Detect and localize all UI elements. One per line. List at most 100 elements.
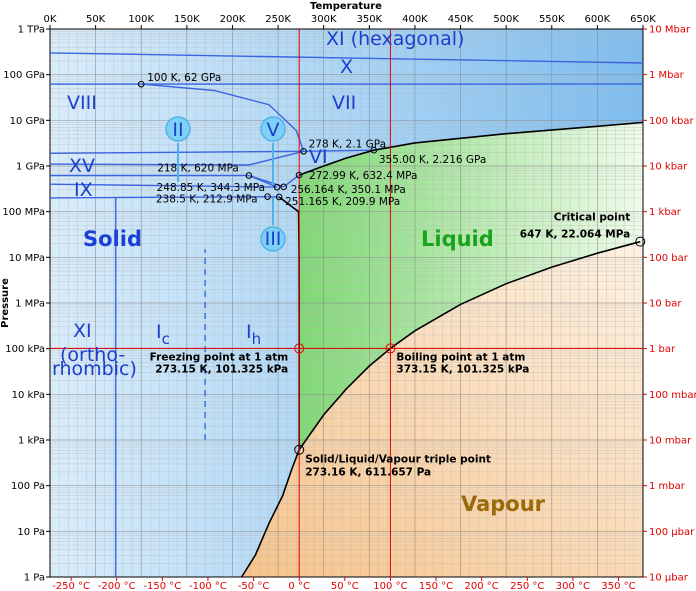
point-marker bbox=[275, 193, 283, 201]
point-marker bbox=[385, 343, 396, 354]
xi-ii-boundary bbox=[50, 196, 268, 199]
x-bottom-tick-label: 350 °C bbox=[601, 581, 635, 591]
x-top-tick-label: 450K bbox=[448, 14, 474, 25]
x-top-tick-label: 150K bbox=[174, 14, 200, 25]
y-left-tick-label: 10 Pa bbox=[17, 527, 45, 538]
liquid-region bbox=[298, 122, 643, 450]
point-label: 273.16 K, 611.657 Pa bbox=[305, 467, 431, 479]
ice-ih-label: Ih bbox=[246, 321, 261, 348]
ice-xi-ortho-sub1: (ortho- bbox=[60, 344, 125, 366]
point-label: 248.85 K, 344.3 MPa bbox=[157, 182, 265, 194]
liquid-vii-curve bbox=[373, 121, 643, 151]
point-name: Freezing point at 1 atm bbox=[150, 351, 289, 363]
ice-v-label: V bbox=[267, 119, 280, 141]
y-left-tick-label: 1 TPa bbox=[18, 25, 45, 36]
y-right-tick-label: 100 μbar bbox=[649, 527, 695, 538]
x-bottom-tick-label: 0 °C bbox=[288, 581, 310, 591]
x-top-tick-label: 550K bbox=[539, 14, 565, 25]
point-marker bbox=[294, 444, 305, 455]
y-left-tick-label: 10 GPa bbox=[10, 116, 45, 127]
y-right-tick-label: 10 μbar bbox=[649, 573, 689, 584]
point-name: Critical point bbox=[554, 212, 631, 224]
x-bottom-tick-label: 200 °C bbox=[465, 581, 499, 591]
point-marker bbox=[300, 147, 307, 155]
x-top-tick-label: 650K bbox=[630, 14, 656, 25]
y-left-tick-label: 1 GPa bbox=[16, 162, 45, 173]
xv-vi-boundary bbox=[50, 150, 304, 166]
x-bottom-tick-label: 50 °C bbox=[331, 581, 359, 591]
x-bottom-tick-label: 300 °C bbox=[556, 581, 590, 591]
y-right-tick-label: 1 mbar bbox=[649, 481, 686, 492]
point-label: 273.15 K, 101.325 kPa bbox=[155, 363, 288, 375]
y-left-tick-label: 1 kPa bbox=[18, 436, 45, 447]
point-label: 238.5 K, 212.9 MPa bbox=[156, 194, 258, 206]
point-marker bbox=[264, 193, 271, 200]
x-top-tick-label: 100K bbox=[128, 14, 154, 25]
point-label: 251.165 K, 209.9 MPa bbox=[285, 196, 400, 208]
vapour-label: Vapour bbox=[461, 492, 546, 516]
y-right-tick-label: 1 Mbar bbox=[649, 70, 685, 81]
point-label: 256.164 K, 350.1 MPa bbox=[291, 184, 406, 196]
point-marker bbox=[273, 183, 281, 191]
point-marker bbox=[137, 80, 145, 88]
point-label: 373.15 K, 101.325 kPa bbox=[396, 363, 529, 375]
y-right-tick-label: 10 kbar bbox=[649, 162, 688, 173]
point-label: 647 K, 22.064 MPa bbox=[520, 229, 630, 241]
ice-ii-badge bbox=[165, 116, 191, 142]
ice-ih-main: I bbox=[246, 321, 252, 343]
point-marker bbox=[370, 146, 378, 154]
y-left-tick-label: 1 MPa bbox=[15, 299, 45, 310]
y-right-tick-label: 10 bar bbox=[649, 299, 682, 310]
x-top-tick-label: 250K bbox=[265, 14, 291, 25]
point-marker bbox=[635, 236, 646, 247]
ice-ii-label: II bbox=[172, 119, 183, 141]
ice-ic-sub: c bbox=[162, 330, 170, 348]
y-right-tick-label: 100 mbar bbox=[649, 390, 696, 401]
ice-iii-badge bbox=[260, 226, 286, 252]
x-bottom-tick-label: 150 °C bbox=[419, 581, 453, 591]
y-right-tick-label: 1 kbar bbox=[649, 207, 682, 218]
y-left-tick-label: 1 Pa bbox=[24, 573, 45, 584]
point-marker bbox=[295, 171, 303, 179]
x-bottom-tick-label: -150 °C bbox=[143, 581, 181, 591]
ice-ic-label: Ic bbox=[156, 321, 170, 348]
y-right-tick-label: 10 mbar bbox=[649, 436, 692, 447]
x-top-tick-label: 400K bbox=[402, 14, 428, 25]
x-bottom-tick-label: -50 °C bbox=[238, 581, 270, 591]
y-left-tick-label: 100 kPa bbox=[5, 344, 45, 355]
sublimation-curve bbox=[240, 449, 300, 577]
ix-ii-boundary bbox=[50, 183, 278, 188]
y-left-tick-label: 100 Pa bbox=[11, 481, 45, 492]
point-marker bbox=[245, 172, 253, 179]
point-label: 355.00 K, 2.216 GPa bbox=[379, 154, 486, 166]
y-right-tick-label: 1 bar bbox=[649, 344, 676, 355]
ice-xi-ortho-sub2: rhombic) bbox=[52, 358, 137, 380]
point-label: 272.99 K, 632.4 MPa bbox=[309, 170, 417, 182]
x-axis-title: Temperature bbox=[310, 1, 382, 12]
xi-x-boundary bbox=[50, 52, 643, 64]
ice-ih-sub: h bbox=[252, 330, 262, 348]
x-top-tick-label: 50K bbox=[86, 14, 106, 25]
y-left-tick-label: 10 kPa bbox=[12, 390, 45, 401]
x-top-tick-label: 600K bbox=[585, 14, 611, 25]
ice-ic-main: I bbox=[156, 321, 162, 343]
v-vi-boundary bbox=[248, 174, 300, 188]
x-top-tick-label: 350K bbox=[356, 14, 382, 25]
axis-ticks: 0K 50K 100K 150K 200K 250K 300K 350K 400K 450K 500… bbox=[2, 14, 696, 591]
ice-iii-label: III bbox=[265, 228, 282, 250]
x-bottom-tick-label: 100 °C bbox=[373, 581, 407, 591]
point-label: 278 K, 2.1 GPa bbox=[309, 138, 386, 150]
ice-vii-label: VII bbox=[332, 92, 356, 114]
point-marker bbox=[280, 183, 288, 191]
point-label: 218 K, 620 MPa bbox=[157, 162, 239, 174]
x-bottom-tick-label: -250 °C bbox=[52, 581, 90, 591]
solid-label: Solid bbox=[83, 227, 142, 251]
ice-ix-label: IX bbox=[74, 179, 93, 201]
y-left-tick-label: 10 MPa bbox=[9, 253, 45, 264]
ice-x-label: X bbox=[340, 56, 353, 78]
grid-lines bbox=[50, 29, 643, 577]
ice-xv-label: XV bbox=[69, 155, 95, 177]
ice-vi-label: VI bbox=[309, 146, 328, 168]
liquid-vi-curve bbox=[298, 149, 375, 176]
